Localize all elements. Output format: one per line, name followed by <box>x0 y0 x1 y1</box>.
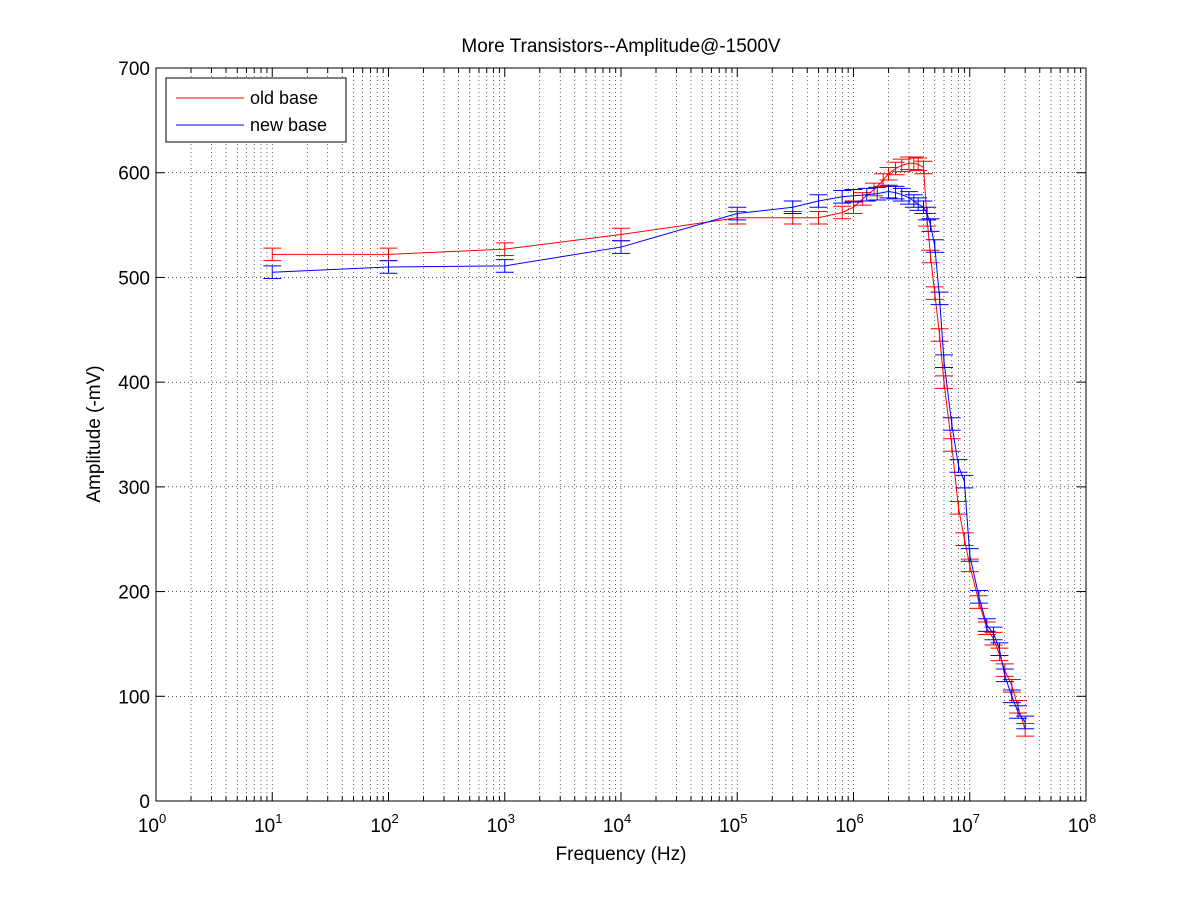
error-bar-new-base <box>379 260 398 274</box>
y-tick-label: 100 <box>118 687 150 708</box>
error-bar-old-base <box>495 242 514 256</box>
error-bar-new-base <box>977 618 996 632</box>
error-bar-new-base <box>783 200 802 215</box>
y-tick-label: 400 <box>118 373 150 394</box>
error-bar-new-base <box>942 417 961 431</box>
error-bar-new-base <box>833 190 852 204</box>
y-tick-label: 200 <box>118 583 150 604</box>
error-bar-new-base <box>809 194 828 208</box>
error-bar-new-base <box>612 240 630 254</box>
error-bar-new-base <box>892 187 911 202</box>
error-bar-old-base <box>263 247 282 262</box>
y-tick-label: 600 <box>118 164 150 185</box>
error-bar-old-base <box>934 375 953 389</box>
error-bar-new-base <box>921 218 940 232</box>
legend-box <box>165 77 347 143</box>
error-bar-old-base <box>949 501 968 515</box>
x-tick-exponent: 5 <box>740 811 747 826</box>
error-bar-new-base <box>899 191 918 205</box>
plot-area <box>156 68 1086 801</box>
x-tick-exponent: 6 <box>856 811 863 826</box>
error-bar-new-base <box>918 206 937 221</box>
error-bar-new-base <box>969 590 988 604</box>
x-tick-exponent: 3 <box>508 811 515 826</box>
error-bar-new-base <box>930 291 949 306</box>
error-bar-new-base <box>728 206 747 221</box>
x-tick-exponent: 7 <box>973 811 980 826</box>
error-bar-old-base <box>909 157 928 172</box>
error-bar-new-base <box>955 474 974 489</box>
y-tick-labels: 0 100 200 300 400 500 600 700 <box>118 59 150 813</box>
x-tick-exponent: 8 <box>1089 811 1096 826</box>
error-bar-old-base <box>930 328 949 342</box>
x-tick-exponent: 0 <box>159 811 166 826</box>
error-bar-new-base <box>949 459 968 473</box>
error-bar-old-base <box>809 210 828 225</box>
error-bar-new-base <box>984 626 1003 641</box>
series-layer <box>263 156 1035 737</box>
error-bar-old-base <box>833 205 852 220</box>
error-bar-new-base <box>960 548 979 562</box>
error-bar-new-base <box>857 187 876 202</box>
error-bar-new-base <box>1002 689 1021 704</box>
error-bar-new-base <box>1016 715 1035 730</box>
error-bar-new-base <box>934 354 953 368</box>
x-tick-exponent: 2 <box>391 811 398 826</box>
error-bar-old-base <box>904 156 923 171</box>
chart-title: More Transistors--Amplitude@-1500V <box>461 36 781 57</box>
x-axis-label: Frequency (Hz) <box>556 844 687 865</box>
series-old-base <box>263 156 1035 737</box>
y-axis-label: Amplitude (-mV) <box>84 365 105 502</box>
series-line-old-base <box>272 162 1026 730</box>
error-bar-new-base <box>925 239 944 253</box>
y-tick-label: 0 <box>139 792 150 813</box>
y-tick-label: 700 <box>118 59 150 80</box>
error-bar-new-base <box>868 186 887 201</box>
x-tick-exponent: 4 <box>624 811 631 826</box>
legend-label-new-base: new base <box>250 115 327 135</box>
error-bar-new-base <box>995 668 1014 683</box>
x-tick-exponent: 1 <box>275 811 282 826</box>
y-tick-label: 300 <box>118 478 150 499</box>
error-bar-old-base <box>955 532 974 546</box>
series-new-base <box>263 184 1035 730</box>
error-bar-new-base <box>909 197 928 211</box>
x-tick-label: 106 <box>835 811 863 837</box>
error-bar-new-base <box>879 184 898 199</box>
y-tick-label: 500 <box>118 268 150 289</box>
error-bar-new-base <box>990 642 1009 656</box>
grid <box>156 68 1086 801</box>
error-bar-new-base <box>495 259 514 273</box>
error-bar-old-base <box>879 166 898 181</box>
legend-label-old-base: old base <box>250 88 318 108</box>
legend: old base new base <box>165 77 347 143</box>
error-bar-old-base <box>925 286 944 300</box>
error-bar-old-base <box>942 438 961 452</box>
error-bar-old-base <box>914 160 933 175</box>
axis-ticks <box>155 67 1087 802</box>
error-bar-new-base <box>844 188 863 203</box>
error-bar-new-base <box>263 265 282 279</box>
